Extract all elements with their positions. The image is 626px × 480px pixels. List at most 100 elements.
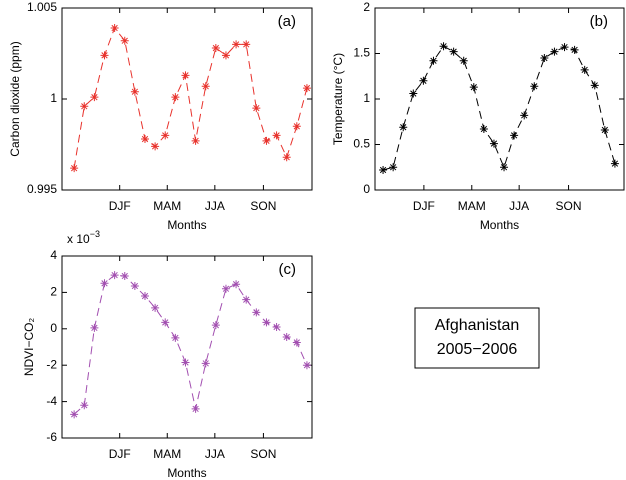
x-tick-label: JJA <box>509 199 529 213</box>
data-point <box>550 47 559 56</box>
data-point <box>191 404 200 413</box>
data-point <box>151 303 160 312</box>
data-point <box>610 159 619 168</box>
data-point <box>201 359 210 368</box>
y-tick-label: 2 <box>50 285 57 299</box>
data-point <box>282 153 291 162</box>
data-point <box>70 164 79 173</box>
data-point <box>120 272 129 281</box>
y-tick-label: 1 <box>363 91 370 105</box>
x-tick-label: SON <box>250 447 276 461</box>
data-point <box>272 131 281 140</box>
data-point <box>151 142 160 151</box>
data-point <box>252 104 261 113</box>
data-point <box>399 123 408 132</box>
x-tick-label: MAM <box>458 199 486 213</box>
data-point <box>181 358 190 367</box>
y-tick-label: 2 <box>363 0 370 14</box>
data-point <box>232 280 241 289</box>
data-line <box>73 26 308 169</box>
text-box-line: 2005−2006 <box>437 341 518 358</box>
data-point <box>181 71 190 80</box>
panel-label: (c) <box>279 261 297 278</box>
data-line <box>73 274 308 415</box>
data-point <box>90 93 99 102</box>
data-point <box>520 111 529 120</box>
y-tick-label: 1.5 <box>353 46 370 60</box>
data-point <box>120 36 129 45</box>
data-point <box>389 163 398 172</box>
data-point <box>500 163 509 172</box>
x-tick-label: SON <box>250 199 276 213</box>
data-point <box>449 47 458 56</box>
data-point <box>479 125 488 134</box>
y-tick-label: 1 <box>50 91 57 105</box>
data-point <box>292 122 301 131</box>
y-tick-label: -2 <box>46 357 57 371</box>
data-point <box>130 282 139 291</box>
data-point <box>419 76 428 85</box>
text-box-line: Afghanistan <box>435 317 520 334</box>
text-box <box>414 307 540 369</box>
data-point <box>100 51 109 60</box>
y-tick-label: 1.005 <box>27 0 57 14</box>
data-point <box>570 45 579 54</box>
data-point <box>110 24 119 33</box>
y-tick-label: -6 <box>46 430 57 444</box>
data-point <box>282 332 291 341</box>
data-point <box>171 333 180 342</box>
panel-label: (b) <box>590 13 608 30</box>
data-point <box>439 42 448 51</box>
x-axis-label: Months <box>167 218 206 232</box>
data-point <box>211 44 220 53</box>
y-tick-label: 4 <box>50 248 57 262</box>
plot-frame <box>374 7 625 191</box>
y-axis-label: NDVI−CO₂ <box>22 317 36 376</box>
y-tick-label: 0.5 <box>353 137 370 151</box>
data-point <box>429 56 438 65</box>
data-point <box>489 139 498 148</box>
data-point <box>211 321 220 330</box>
data-point <box>80 102 89 111</box>
x-tick-label: MAM <box>153 447 181 461</box>
data-point <box>110 271 119 280</box>
y-tick-label: 0 <box>363 182 370 196</box>
data-point <box>242 40 251 49</box>
data-point <box>379 165 388 174</box>
data-point <box>140 135 149 144</box>
data-point <box>409 89 418 98</box>
data-point <box>90 323 99 332</box>
data-point <box>140 292 149 301</box>
data-point <box>161 131 170 140</box>
data-point <box>221 51 230 60</box>
x-tick-label: JJA <box>205 447 225 461</box>
data-point <box>191 136 200 145</box>
y-tick-label: 0.995 <box>27 182 57 196</box>
data-line <box>382 45 616 171</box>
x-tick-label: DJF <box>413 199 435 213</box>
data-point <box>469 83 478 92</box>
data-point <box>100 279 109 288</box>
x-tick-label: JJA <box>205 199 225 213</box>
plot-frame <box>61 7 313 191</box>
y-multiplier-base: x 10 <box>67 232 90 246</box>
data-point <box>510 131 519 140</box>
y-axis-label: Carbon dioxide (ppm) <box>8 41 22 156</box>
y-tick-label: -4 <box>46 394 57 408</box>
data-point <box>590 81 599 90</box>
data-point <box>292 338 301 347</box>
data-point <box>262 136 271 145</box>
data-point <box>302 361 311 370</box>
data-point <box>540 54 549 63</box>
data-point <box>80 401 89 410</box>
data-point <box>530 82 539 91</box>
x-tick-label: SON <box>556 199 582 213</box>
data-point <box>232 40 241 49</box>
data-point <box>70 410 79 419</box>
x-axis-label: Months <box>480 218 519 232</box>
data-point <box>130 87 139 96</box>
data-point <box>459 56 468 65</box>
y-axis-label: Temperature (°C) <box>331 53 345 145</box>
data-point <box>580 65 589 74</box>
